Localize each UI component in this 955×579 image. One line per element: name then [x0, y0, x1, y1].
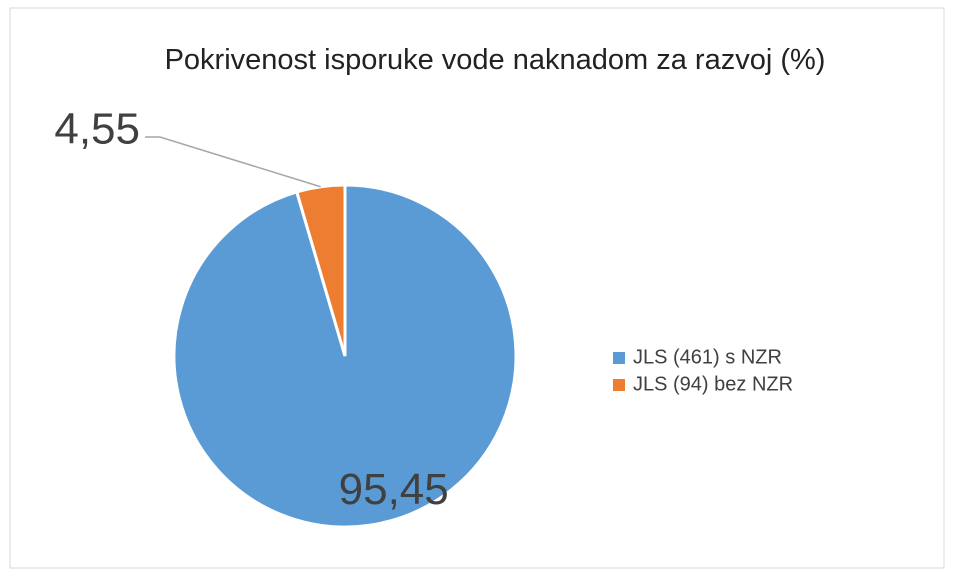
data-label: 4,55	[54, 105, 140, 154]
pie-slice	[294, 183, 347, 357]
legend-swatch	[613, 352, 625, 364]
legend-label: JLS (94) bez NZR	[633, 373, 793, 395]
chart-title: Pokrivenost isporuke vode naknadom za ra…	[164, 44, 826, 76]
data-label: 95,45	[339, 465, 449, 514]
legend-label: JLS (461) s NZR	[633, 346, 782, 368]
leader-line	[145, 136, 321, 188]
legend-swatch	[613, 379, 625, 391]
